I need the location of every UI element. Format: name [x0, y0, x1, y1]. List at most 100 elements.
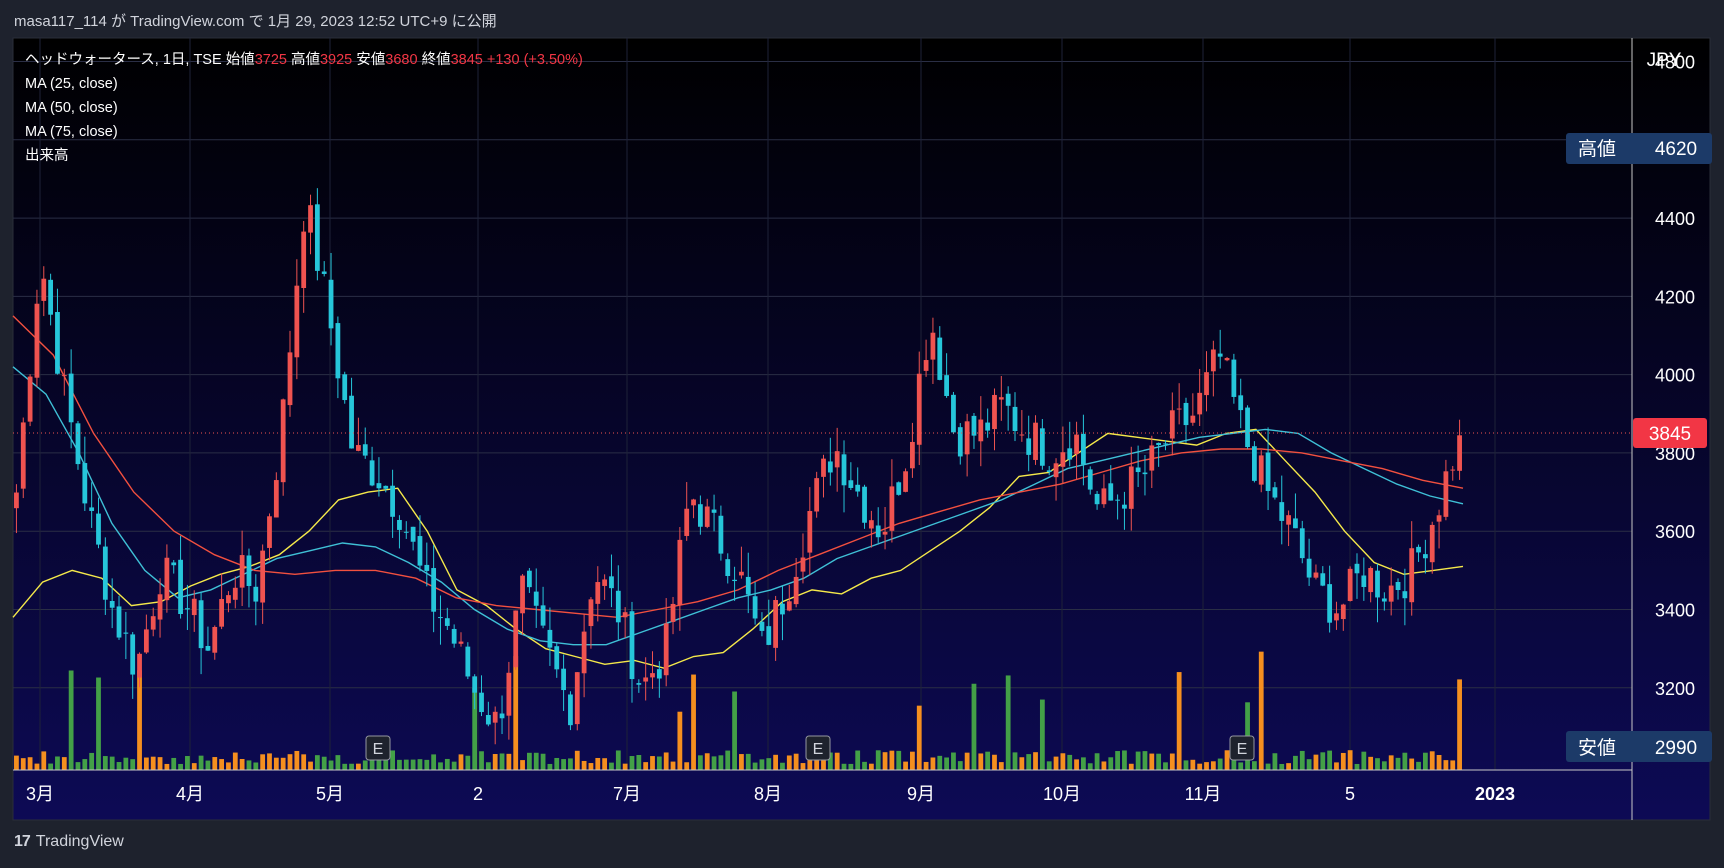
volume-bar [328, 760, 334, 770]
high-tag-value: 4620 [1655, 139, 1697, 160]
volume-bar [1074, 759, 1079, 770]
candle-body [273, 480, 279, 518]
volume-bar [1334, 762, 1339, 770]
volume-bar [1293, 755, 1298, 770]
volume-bar [1231, 758, 1237, 770]
candle-body [759, 621, 765, 631]
volume-bar [458, 754, 464, 770]
volume-bar [232, 752, 238, 770]
volume-bar [1224, 750, 1230, 770]
time-tick-label: 3月 [26, 784, 54, 804]
volume-bar [697, 755, 703, 770]
candle-body [485, 715, 491, 725]
candle-body [800, 557, 806, 572]
candle-body [581, 631, 587, 674]
volume-bar [1238, 762, 1244, 770]
candle-body [492, 711, 498, 723]
volume-bar [663, 752, 669, 770]
candle-body [1163, 443, 1168, 445]
candle-body [102, 546, 108, 600]
earnings-marker-label: E [813, 741, 824, 758]
candle-body [287, 352, 293, 406]
candle-body [1108, 483, 1114, 501]
volume-bar [1169, 753, 1175, 770]
candle-body [499, 713, 505, 719]
volume-bar [752, 762, 758, 770]
legend-ma75[interactable]: MA (75, close) [25, 124, 118, 140]
legend-ma50[interactable]: MA (50, close) [25, 100, 118, 116]
candle-body [978, 419, 984, 442]
candle-body [171, 562, 177, 566]
volume-bar [1272, 753, 1278, 770]
volume-bar [896, 750, 902, 770]
volume-bar [1347, 750, 1353, 770]
candle-body [458, 641, 464, 644]
candle-body [1231, 359, 1237, 397]
price-tick-label: 3600 [1655, 522, 1695, 542]
candle-body [622, 612, 628, 618]
volume-bar [568, 758, 573, 770]
candle-body [157, 594, 163, 620]
candle-body [1094, 493, 1100, 505]
volume-bar [280, 757, 286, 770]
volume-bar [102, 756, 108, 770]
candle-body [1039, 428, 1045, 466]
volume-bar [718, 755, 724, 770]
candle-body [1183, 402, 1189, 426]
volume-bar [1046, 761, 1052, 770]
candle-body [1081, 433, 1086, 465]
volume-bar [1012, 752, 1018, 770]
volume-bar [472, 688, 478, 770]
candle-body [1135, 467, 1141, 473]
volume-bar [574, 750, 580, 770]
legend-symbol: ヘッドウォータース, 1日, TSE [25, 52, 222, 68]
candle-body [937, 337, 943, 380]
candle-body [328, 279, 334, 329]
volume-bar [185, 756, 190, 770]
candle-body [410, 526, 416, 542]
candle-body [1286, 515, 1291, 525]
candle-body [718, 515, 724, 554]
volume-bar [143, 757, 149, 770]
candle-body [397, 519, 402, 530]
volume-bar [910, 751, 915, 770]
candle-body [1293, 518, 1298, 529]
candle-body [34, 303, 40, 378]
volume-bar [226, 762, 231, 770]
volume-bar [1450, 760, 1456, 770]
legend-ma25[interactable]: MA (25, close) [25, 76, 118, 92]
candle-body [191, 598, 197, 616]
low-price-tag: 安値 2990 [1566, 731, 1712, 762]
volume-bar [1381, 761, 1387, 770]
open-label: 始値 [225, 52, 255, 68]
volume-bar [479, 751, 484, 770]
volume-bar [1416, 761, 1421, 770]
volume-bar [930, 757, 936, 770]
tradingview-logo[interactable]: 17 TradingView [14, 833, 124, 851]
volume-bar [1313, 754, 1319, 770]
candle-body [1429, 524, 1435, 563]
candle-body [615, 590, 621, 623]
candle-body [629, 611, 635, 680]
volume-bar [164, 763, 170, 770]
legend-volume[interactable]: 出来高 [25, 148, 69, 164]
candle-body [670, 603, 676, 622]
volume-bar [1217, 758, 1223, 770]
volume-bar [246, 760, 252, 770]
volume-bar [397, 759, 402, 770]
candle-body [643, 677, 649, 682]
candles [14, 188, 1462, 745]
candle-body [362, 444, 368, 456]
candle-body [1149, 445, 1155, 471]
candle-body [246, 555, 252, 586]
candle-body [41, 278, 47, 301]
candle-body [951, 394, 956, 433]
candle-body [684, 508, 690, 536]
volume-bar [1258, 651, 1264, 770]
candle-body [814, 478, 820, 512]
candle-body [1279, 502, 1285, 521]
volume-bar [61, 757, 67, 770]
volume-bar [1128, 763, 1134, 770]
volume-bar [1204, 762, 1209, 770]
